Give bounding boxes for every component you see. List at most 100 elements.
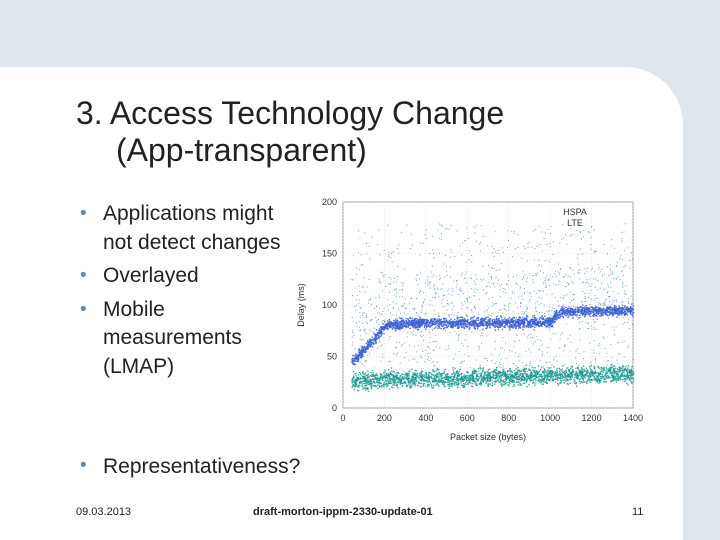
noise-point-1332 [436, 287, 438, 289]
lte-point-152 [389, 371, 392, 374]
lte-point-1040 [608, 371, 610, 373]
lte-point-1673 [567, 376, 569, 378]
lte-point-1180 [560, 369, 562, 371]
noise-point-963 [558, 271, 560, 273]
noise-point-492 [497, 283, 499, 285]
lte-point-43 [621, 371, 624, 373]
lte-point-1777 [413, 374, 415, 376]
lte-point-1787 [446, 375, 448, 378]
noise-point-1157 [552, 283, 554, 285]
noise-point-705 [402, 296, 404, 298]
hspa-point-1020 [412, 326, 414, 328]
noise-point-1082 [378, 278, 380, 280]
lte-point-1408 [480, 373, 482, 375]
noise-point-808 [545, 326, 547, 328]
lte-point-1463 [447, 376, 449, 378]
lte-point-1621 [464, 377, 467, 379]
lte-point-1815 [501, 374, 504, 376]
hspa-point-917 [596, 308, 598, 311]
hspa-point-179 [565, 313, 567, 315]
lte-point-607 [610, 368, 612, 370]
hspa-point-408 [417, 328, 420, 330]
lte-point-1734 [534, 372, 536, 375]
lte-point-352 [508, 373, 511, 375]
lte-point-623 [589, 373, 592, 375]
lte-point-935 [545, 381, 547, 383]
noise-point-593 [373, 367, 375, 369]
lte-point-1839 [608, 370, 610, 372]
lte-point-313 [371, 382, 373, 384]
noise-point-1266 [532, 279, 534, 281]
lte-point-538 [539, 375, 542, 377]
lte-point-2065 [414, 385, 416, 387]
noise-point-729 [612, 299, 614, 301]
noise-point-942 [419, 271, 421, 273]
noise-point-866 [595, 328, 597, 330]
lte-point-1080 [356, 376, 358, 379]
hspa-point-158 [392, 327, 394, 330]
noise-point-461 [559, 268, 561, 270]
lte-point-1557 [625, 376, 627, 378]
lte-point-1794 [482, 368, 484, 370]
noise-point-829 [609, 268, 611, 270]
noise-point-922 [447, 304, 449, 306]
noise-point-755 [396, 346, 398, 348]
noise-point-1039 [424, 234, 426, 236]
lte-point-1687 [393, 375, 396, 377]
noise-point-743 [616, 359, 618, 361]
lte-point-97 [631, 372, 633, 375]
lte-point-232 [622, 369, 624, 371]
lte-point-1265 [363, 380, 366, 383]
lte-point-107 [351, 380, 353, 382]
hspa-point-766 [570, 312, 572, 314]
noise-point-463 [627, 322, 629, 324]
noise-point-691 [460, 290, 462, 292]
lte-point-1775 [450, 384, 452, 386]
lte-point-1666 [458, 382, 460, 385]
noise-point-1237 [356, 267, 358, 269]
noise-point-21 [351, 344, 353, 346]
lte-point-1267 [570, 373, 572, 375]
lte-point-909 [428, 383, 430, 386]
lte-point-1320 [556, 372, 558, 375]
lte-point-2138 [616, 371, 618, 373]
lte-point-176 [589, 371, 592, 374]
noise-point-1135 [490, 353, 492, 355]
lte-point-318 [454, 367, 456, 370]
noise-point-262 [632, 358, 634, 360]
noise-point-1387 [612, 291, 614, 293]
lte-point-1736 [457, 380, 459, 382]
noise-point-81 [622, 282, 624, 284]
noise-point-1384 [579, 248, 581, 250]
noise-point-317 [621, 302, 623, 304]
lte-point-1081 [518, 380, 520, 383]
lte-point-1881 [598, 373, 600, 375]
lte-point-1618 [602, 371, 604, 373]
lte-point-1985 [462, 378, 464, 380]
noise-point-319 [584, 292, 586, 294]
lte-point-1766 [549, 372, 551, 374]
lte-point-589 [581, 368, 583, 370]
lte-point-2165 [456, 386, 459, 388]
noise-point-428 [578, 353, 580, 355]
noise-point-19 [610, 239, 612, 241]
hspa-point-152 [351, 357, 354, 360]
lte-point-1071 [487, 379, 489, 381]
hspa-point-1192 [477, 326, 479, 328]
noise-point-1225 [617, 342, 619, 344]
lte-point-983 [561, 377, 563, 380]
lte-point-1874 [365, 384, 368, 387]
noise-point-466 [606, 253, 608, 255]
noise-point-708 [522, 276, 524, 278]
hspa-point-232 [509, 327, 511, 329]
lte-point-1210 [517, 375, 519, 378]
lte-point-1425 [381, 374, 383, 376]
hspa-point-604 [455, 320, 458, 322]
lte-point-45 [389, 378, 391, 381]
lte-point-2079 [626, 378, 628, 380]
noise-point-1346 [542, 282, 544, 284]
lte-point-1482 [556, 376, 558, 379]
hspa-point-810 [539, 320, 542, 322]
noise-point-890 [396, 341, 398, 343]
lte-point-833 [585, 372, 588, 375]
